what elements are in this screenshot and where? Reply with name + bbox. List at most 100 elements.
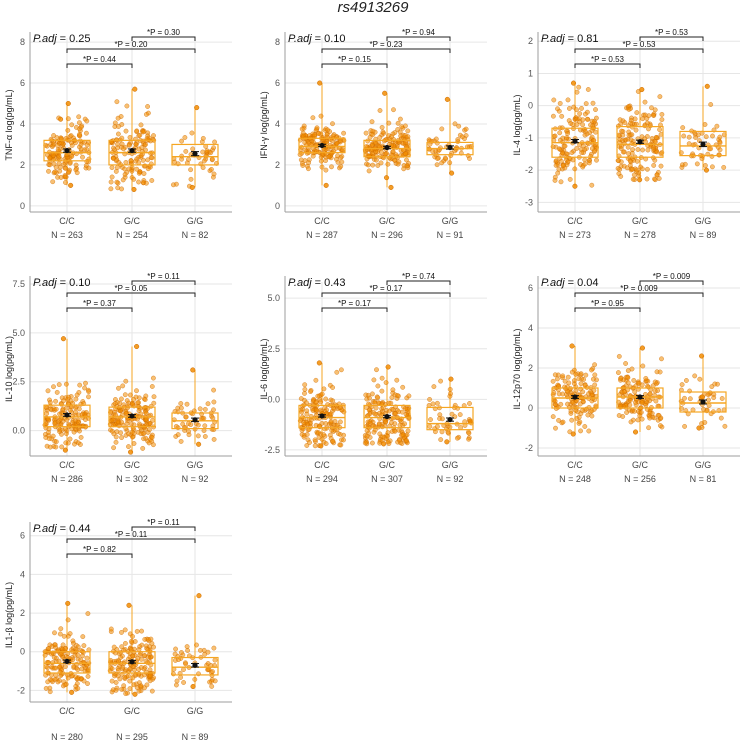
data-point <box>62 174 68 180</box>
n-label: N = 263 <box>51 230 83 240</box>
mean-marker <box>64 658 70 664</box>
comparison-label: *P = 0.23 <box>370 40 404 49</box>
data-point <box>136 179 142 185</box>
data-point <box>82 385 88 391</box>
data-point <box>455 137 461 142</box>
data-point <box>138 411 144 417</box>
data-point <box>121 146 126 152</box>
data-point <box>126 142 132 148</box>
data-point <box>625 375 631 381</box>
data-point <box>126 444 131 450</box>
comparison-bracket <box>639 280 704 285</box>
data-point <box>312 437 318 443</box>
data-point <box>369 391 375 397</box>
data-point <box>363 392 369 398</box>
data-point <box>657 94 663 100</box>
data-point <box>119 686 125 692</box>
data-point <box>572 166 578 172</box>
data-point <box>552 398 558 404</box>
data-point <box>313 377 319 383</box>
data-point <box>134 128 140 134</box>
data-point <box>617 392 623 398</box>
n-label: N = 248 <box>559 474 591 484</box>
y-tick-label: -2 <box>525 443 533 453</box>
data-point <box>692 373 698 379</box>
data-point <box>119 135 125 141</box>
data-point <box>433 136 439 142</box>
data-point <box>562 143 568 149</box>
data-point <box>627 158 633 164</box>
data-point <box>447 386 453 392</box>
data-point <box>626 106 632 112</box>
data-point <box>468 418 473 424</box>
data-point <box>653 398 659 404</box>
data-point <box>116 124 121 129</box>
comparison-label: *P = 0.15 <box>338 55 372 64</box>
data-point <box>324 411 329 417</box>
data-point <box>211 436 217 442</box>
data-point <box>183 414 189 420</box>
data-point <box>679 382 685 388</box>
data-point <box>202 406 208 412</box>
data-point <box>652 388 658 394</box>
data-point <box>620 129 626 134</box>
data-point <box>640 116 646 122</box>
y-tick-label: -1 <box>525 133 533 143</box>
data-point <box>124 103 130 109</box>
comparison-label: *P = 0.53 <box>655 28 689 37</box>
data-point <box>58 116 63 122</box>
data-point <box>652 176 657 182</box>
data-point <box>77 382 83 388</box>
outlier-point <box>65 100 71 107</box>
data-point <box>365 162 371 168</box>
data-point <box>392 157 398 163</box>
data-point <box>621 389 627 395</box>
data-point <box>83 163 89 168</box>
data-point <box>148 155 154 160</box>
data-point <box>583 101 589 107</box>
data-point <box>305 166 311 172</box>
data-point <box>148 636 154 642</box>
data-point <box>375 395 381 401</box>
mean-marker <box>129 147 135 154</box>
group-c-c <box>297 80 347 188</box>
padj-annotation: P.adj = 0.25 <box>33 33 91 45</box>
data-point <box>55 143 61 149</box>
data-point <box>76 114 82 120</box>
outlier-point <box>318 443 324 449</box>
data-point <box>634 110 640 116</box>
panel-il-4: -3 -2 -1 0 1 2 IL-4 log(pg/mL) P.adj = 0.81 *P = … <box>512 28 740 240</box>
data-point <box>455 405 461 411</box>
mean-marker <box>192 417 198 423</box>
data-point <box>138 122 144 128</box>
y-tick-label: 4 <box>275 119 280 129</box>
padj-annotation: P.adj = 0.10 <box>33 277 91 289</box>
data-point <box>53 439 59 445</box>
data-point <box>59 140 65 146</box>
data-point <box>459 134 465 140</box>
comparison-bracket <box>66 307 133 312</box>
padj-label: P.adj <box>33 277 57 289</box>
x-category-label: G/G <box>695 460 712 470</box>
x-category-label: G/C <box>632 460 649 470</box>
outlier-point <box>699 353 705 359</box>
data-point <box>128 158 134 164</box>
data-point <box>180 421 186 427</box>
data-point <box>574 146 580 151</box>
data-point <box>299 409 305 415</box>
data-point <box>396 437 402 443</box>
data-point <box>659 117 665 123</box>
data-point <box>184 401 190 407</box>
outlier-point <box>448 376 454 382</box>
data-point <box>566 106 572 111</box>
data-point <box>330 385 336 390</box>
group-g-g <box>678 353 728 431</box>
data-point <box>430 149 436 155</box>
data-point <box>301 434 307 440</box>
data-point <box>659 111 665 117</box>
data-point <box>151 400 157 406</box>
data-point <box>402 421 408 427</box>
data-point <box>122 392 128 398</box>
data-point <box>339 159 345 165</box>
y-axis-title: IFN-γ log(pg/mL) <box>259 91 269 159</box>
